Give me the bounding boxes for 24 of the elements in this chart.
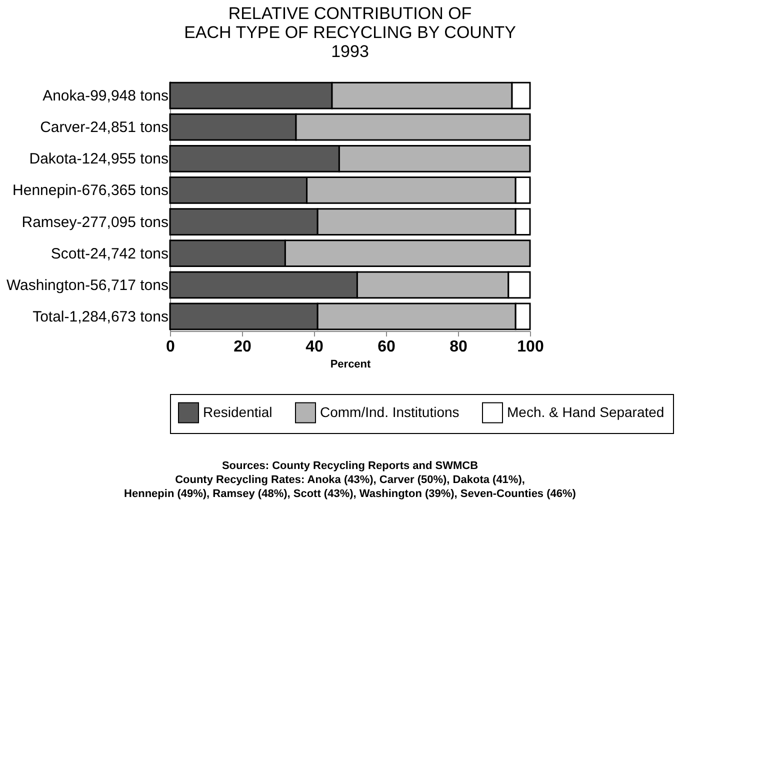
y-tick-label: Ramsey-277,095 tons	[22, 214, 168, 231]
x-tick-label: 80	[450, 338, 468, 356]
x-tick-label: 0	[166, 338, 176, 356]
y-tick-label: Dakota-124,955 tons	[29, 150, 168, 168]
source-note: Sources: County Recycling Reports and SWMCB	[222, 460, 478, 472]
y-tick-label: Anoka-99,948 tons	[42, 88, 168, 105]
text: County Recycling Rates: Anoka (43%), Carver (50%), Dakota (41%),	[175, 474, 525, 486]
x-tick-label: 40	[306, 338, 324, 356]
text: 1993	[331, 42, 369, 61]
y-tick-label: Hennepin-676,365 tons	[12, 182, 168, 200]
x-axis-title: Percent	[330, 358, 372, 370]
text: Hennepin (49%), Ramsey (48%), Scott (43%), Washington (39%), Seven-Counties (46%)	[124, 488, 576, 500]
legend-label: Residential	[203, 404, 272, 420]
legend-label: Comm/Ind. Institutions	[320, 404, 460, 420]
text: EACH TYPE OF RECYCLING BY COUNTY	[184, 23, 516, 42]
legend-label: Mech. & Hand Separated	[507, 404, 664, 420]
y-tick-label: Scott-24,742 tons	[50, 245, 168, 262]
y-tick-label: Carver-24,851 tons	[40, 119, 168, 136]
text: RELATIVE CONTRIBUTION OF	[228, 4, 472, 23]
x-tick-label: 100	[517, 338, 544, 356]
x-tick-label: 60	[378, 338, 396, 356]
x-tick-label: 20	[234, 338, 252, 356]
y-tick-label: Washington-56,717 tons	[6, 276, 168, 294]
y-tick-label: Total-1,284,673 tons	[32, 308, 168, 326]
